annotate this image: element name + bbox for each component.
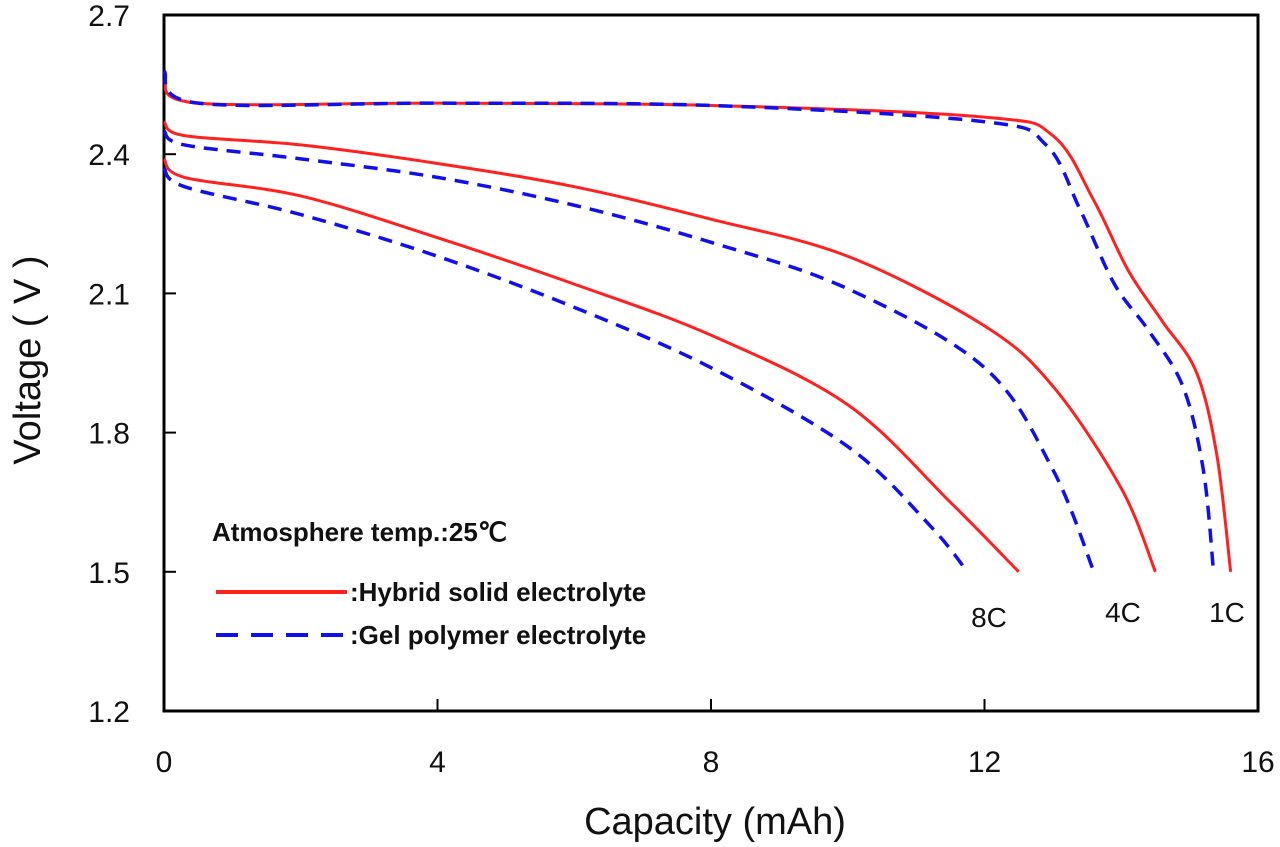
x-tick-label: 8 xyxy=(703,746,720,779)
x-axis-title: Capacity (mAh) xyxy=(584,801,846,843)
y-tick-label: 2.4 xyxy=(88,139,130,172)
x-tick-label: 16 xyxy=(1241,746,1274,779)
legend-gel-label: :Gel polymer electrolyte xyxy=(350,620,646,650)
x-tick-label: 4 xyxy=(429,746,446,779)
y-tick-label: 2.7 xyxy=(88,0,130,33)
rate-label-4c: 4C xyxy=(1105,597,1141,628)
y-axis-title: Voltage ( V ) xyxy=(7,255,49,464)
y-tick-label: 2.1 xyxy=(88,278,130,311)
axis-ticks: 0 4 8 12 16 1.2 1.5 1.8 2.1 2.4 2.7 xyxy=(88,0,1274,779)
temperature-annotation: Atmosphere temp.:25℃ xyxy=(212,517,507,547)
plot-frame xyxy=(162,13,1260,713)
x-tick-label: 0 xyxy=(156,746,173,779)
y-tick-label: 1.2 xyxy=(88,696,130,729)
rate-label-1c: 1C xyxy=(1209,597,1245,628)
series-line xyxy=(162,157,1020,573)
x-tick-label: 12 xyxy=(968,746,1001,779)
series-line xyxy=(162,166,969,573)
data-series xyxy=(162,69,1233,573)
y-tick-label: 1.5 xyxy=(88,557,130,590)
series-line xyxy=(162,120,1157,573)
legend-hybrid-label: :Hybrid solid electrolyte xyxy=(350,577,646,607)
series-line xyxy=(162,78,1233,572)
y-tick-label: 1.8 xyxy=(88,418,130,451)
series-line xyxy=(162,129,1096,573)
rate-label-8c: 8C xyxy=(971,602,1007,633)
